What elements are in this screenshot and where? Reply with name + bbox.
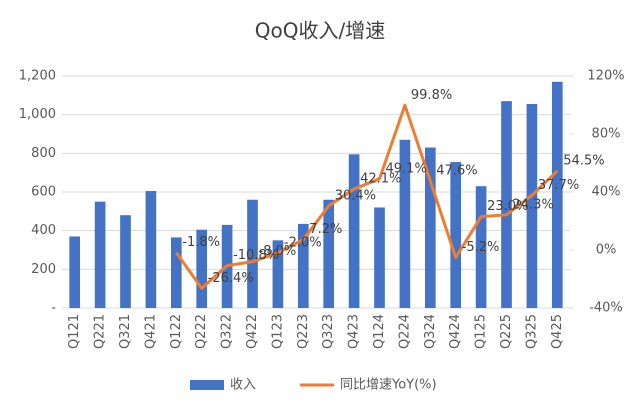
line [175,103,559,290]
bar [247,199,258,308]
x-tick-label: Q223 [296,314,311,349]
data-label: 47.6% [436,163,477,178]
bar [145,191,157,308]
x-tick-label: Q221 [93,314,108,349]
x-tick-label: Q424 [448,314,463,349]
data-label: -5.2% [462,240,500,255]
bar [424,147,436,308]
bar [551,81,563,308]
y2-tick-label: 0% [596,243,617,258]
data-label: 54.5% [563,153,604,168]
chart-title: QoQ收入/增速 [255,19,385,43]
x-tick-label: Q224 [397,314,412,349]
y-tick-label: 400 [31,223,56,238]
x-tick-label: Q324 [423,314,438,349]
x-tick-label: Q124 [372,314,387,349]
bar [450,162,462,308]
data-label: -2.0% [284,235,322,250]
x-tick-label: Q322 [220,314,235,349]
data-label: 30.4% [335,188,376,203]
bar [399,139,411,308]
data-label: 23.0% [487,199,528,214]
x-tick-label: Q325 [524,314,539,349]
bar [94,201,106,308]
x-tick-label: Q323 [321,314,336,349]
y-tick-label: 1,000 [19,107,56,122]
y-tick-label: 200 [31,262,56,277]
x-tick-label: Q425 [550,314,565,349]
data-label: -26.4% [208,271,254,286]
data-label: 24.3% [513,197,554,212]
y2-tick-label: 40% [592,185,621,200]
data-label: 7.2% [309,222,342,237]
x-tick-label: Q125 [474,314,489,349]
y-tick-label: 1,200 [19,69,56,84]
bar [69,236,81,308]
bar [170,237,182,308]
legend-swatch [190,380,224,390]
bar [348,154,360,308]
x-tick-label: Q225 [499,314,514,349]
data-label: 37.7% [538,178,579,193]
bar [272,240,284,308]
bar [475,186,487,308]
x-tick-label: Q421 [143,314,158,349]
bar [526,104,538,309]
y-tick-label: 600 [31,185,56,200]
data-label: 99.8% [411,88,452,103]
y2-tick-label: -40% [589,301,623,316]
x-tick-label: Q422 [245,314,260,349]
data-label: 42.1% [360,171,401,186]
x-tick-label: Q321 [118,314,133,349]
bar [374,207,385,308]
bar [297,223,309,308]
y2-tick-label: 80% [592,127,621,142]
x-tick-label: Q123 [270,314,285,349]
x-tick-label: Q423 [347,314,362,349]
data-label: -10.8% [233,248,279,263]
x-tick-label: Q222 [194,314,209,349]
legend-label: 同比增速YoY(%) [340,378,437,393]
bar [501,101,512,308]
data-label: -1.8% [182,235,220,250]
y-tick-label: 800 [31,146,56,161]
y-tick-label: - [51,301,56,316]
x-tick-label: Q122 [169,314,184,349]
data-label: 49.1% [386,161,427,176]
bar [323,199,335,308]
legend-label: 收入 [230,378,256,393]
data-label: -8.0% [259,244,297,259]
bar [120,215,131,308]
y2-tick-label: 120% [587,69,624,84]
bar [196,229,208,308]
x-tick-label: Q121 [67,314,82,349]
